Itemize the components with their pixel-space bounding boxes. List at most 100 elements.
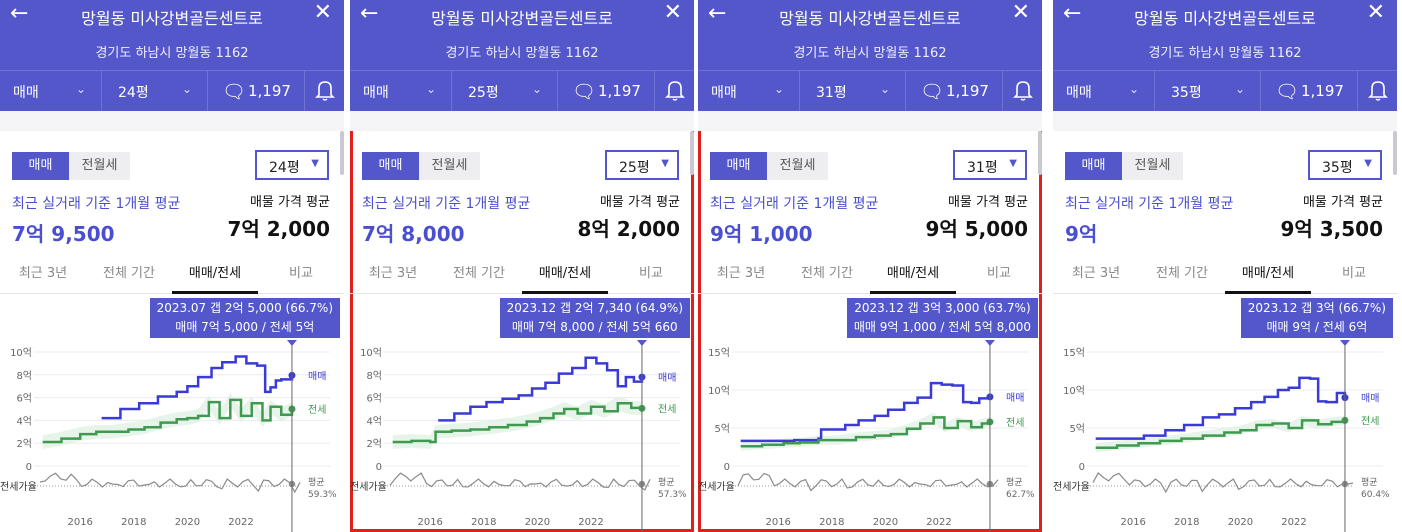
tab-sale-jeonse[interactable]: 매매/전세 xyxy=(886,266,940,281)
scrollbar[interactable] xyxy=(340,131,344,175)
segment-rent[interactable]: 전월세 xyxy=(779,158,816,173)
filter-bar: 매매 ⌄ 31평 ⌄ 🗨 1,197 xyxy=(698,70,1042,111)
tab-all-period[interactable]: 전체 기간 xyxy=(103,266,155,281)
segment-sale[interactable]: 매매 xyxy=(710,152,767,180)
jeonse-range-band xyxy=(42,393,292,449)
segment-rent[interactable]: 전월세 xyxy=(1134,158,1171,173)
tab-recent-3y[interactable]: 최근 3년 xyxy=(1071,266,1121,281)
y-tick-label: 0 xyxy=(26,462,32,473)
arrow-left-icon[interactable]: ← xyxy=(360,1,379,26)
average-ratio-value: 62.7% xyxy=(1006,490,1035,500)
deal-type-select[interactable]: 매매 xyxy=(13,85,39,101)
y-tick-label: 15억 xyxy=(1063,347,1085,359)
size-dropdown[interactable]: 35평 ▼ xyxy=(1308,150,1382,180)
size-select[interactable]: 31평 xyxy=(816,85,847,101)
arrow-left-icon[interactable]: ← xyxy=(1063,1,1082,26)
size-dropdown-label: 31평 xyxy=(967,160,998,176)
tab-all-period[interactable]: 전체 기간 xyxy=(801,266,853,281)
tab-sale-jeonse[interactable]: 매매/전세 xyxy=(188,266,242,281)
divider xyxy=(557,71,558,111)
recent-avg-label: 최근 실거래 기준 1개월 평균 xyxy=(362,196,531,212)
tooltip-prices: 매매 9억 / 전세 6억 xyxy=(1266,320,1368,334)
tab-all-period[interactable]: 전체 기간 xyxy=(453,266,505,281)
average-ratio-value: 57.3% xyxy=(658,490,687,500)
y-tick-label: 0 xyxy=(1079,462,1085,473)
arrow-left-icon[interactable]: ← xyxy=(10,1,29,26)
size-select[interactable]: 24평 xyxy=(118,85,149,101)
jeonse-range-band xyxy=(392,396,642,449)
chevron-down-icon: ⌄ xyxy=(426,82,437,96)
comment-count[interactable]: 1,197 xyxy=(598,82,641,100)
segment-sale[interactable]: 매매 xyxy=(362,152,419,180)
average-label: 평균 xyxy=(658,477,675,488)
legend-sale: 매매 xyxy=(1361,393,1379,405)
listing-avg-label: 매물 가격 평균 xyxy=(599,195,680,210)
tab-compare[interactable]: 비교 xyxy=(289,266,313,281)
y-tick-label: 6억 xyxy=(16,393,32,405)
tooltip-prices: 매매 7억 8,000 / 전세 5억 660 xyxy=(511,320,678,334)
x-tick-label: 2016 xyxy=(1120,517,1145,528)
y-tick-label: 4억 xyxy=(16,415,32,427)
average-ratio-value: 60.4% xyxy=(1361,490,1390,500)
deal-type-select[interactable]: 매매 xyxy=(363,85,389,101)
tab-all-period[interactable]: 전체 기간 xyxy=(1156,266,1208,281)
tab-compare[interactable]: 비교 xyxy=(639,266,663,281)
size-dropdown[interactable]: 31평 ▼ xyxy=(953,150,1027,180)
y-tick-label: 8억 xyxy=(16,370,32,382)
average-label: 평균 xyxy=(308,477,325,488)
comment-count[interactable]: 1,197 xyxy=(946,82,989,100)
size-select[interactable]: 35평 xyxy=(1171,85,1202,101)
segment-sale[interactable]: 매매 xyxy=(1065,152,1122,180)
size-dropdown[interactable]: 25평 ▼ xyxy=(605,150,679,180)
deal-type-select[interactable]: 매매 xyxy=(711,85,737,101)
comment-icon[interactable]: 🗨 xyxy=(1275,81,1300,103)
tab-compare[interactable]: 비교 xyxy=(1342,266,1366,281)
apartment-panel: ← 망월동 미사강변골든센트로 ✕ 경기도 하남시 망월동 1162 매매 ⌄ … xyxy=(0,0,344,532)
tab-recent-3y[interactable]: 최근 3년 xyxy=(716,266,766,281)
legend-jeonse: 전세 xyxy=(308,404,326,416)
ratio-line xyxy=(389,472,651,491)
segment-rent[interactable]: 전월세 xyxy=(81,158,118,173)
scrollbar[interactable] xyxy=(1393,131,1397,175)
comment-icon[interactable]: 🗨 xyxy=(222,81,247,103)
y-tick-label: 5억 xyxy=(1069,423,1085,435)
legend-sale: 매매 xyxy=(1006,392,1024,404)
divider xyxy=(304,71,305,111)
arrow-left-icon[interactable]: ← xyxy=(708,1,727,26)
deal-type-select[interactable]: 매매 xyxy=(1066,85,1092,101)
bell-icon[interactable] xyxy=(665,79,685,101)
size-dropdown[interactable]: 24평 ▼ xyxy=(255,150,329,180)
caret-down-icon: ▼ xyxy=(311,158,319,169)
bell-icon[interactable] xyxy=(1013,79,1033,101)
divider xyxy=(101,71,102,111)
size-dropdown-label: 35평 xyxy=(1322,160,1353,176)
x-tick-label: 2020 xyxy=(175,517,200,528)
tab-recent-3y[interactable]: 최근 3년 xyxy=(368,266,418,281)
listing-avg-label: 매물 가격 평균 xyxy=(249,195,330,210)
size-select[interactable]: 25평 xyxy=(468,85,499,101)
close-icon[interactable]: ✕ xyxy=(313,0,332,25)
comment-count[interactable]: 1,197 xyxy=(1301,82,1344,100)
segment-rent[interactable]: 전월세 xyxy=(431,158,468,173)
scrollbar[interactable] xyxy=(1038,131,1042,175)
bell-icon[interactable] xyxy=(1368,79,1388,101)
close-icon[interactable]: ✕ xyxy=(1366,0,1385,25)
close-icon[interactable]: ✕ xyxy=(663,0,682,25)
ratio-label: 전세가율 xyxy=(698,481,735,493)
bell-icon[interactable] xyxy=(315,79,335,101)
close-icon[interactable]: ✕ xyxy=(1011,0,1030,25)
scrollbar[interactable] xyxy=(690,131,694,175)
comment-icon[interactable]: 🗨 xyxy=(920,81,945,103)
tab-sale-jeonse[interactable]: 매매/전세 xyxy=(1241,266,1295,281)
tab-compare[interactable]: 비교 xyxy=(987,266,1011,281)
comment-icon[interactable]: 🗨 xyxy=(572,81,597,103)
tab-recent-3y[interactable]: 최근 3년 xyxy=(18,266,68,281)
tab-sale-jeonse[interactable]: 매매/전세 xyxy=(538,266,592,281)
segment-sale[interactable]: 매매 xyxy=(12,152,69,180)
listing-avg-price: 9억 5,000 xyxy=(925,217,1028,241)
comment-count[interactable]: 1,197 xyxy=(248,82,291,100)
